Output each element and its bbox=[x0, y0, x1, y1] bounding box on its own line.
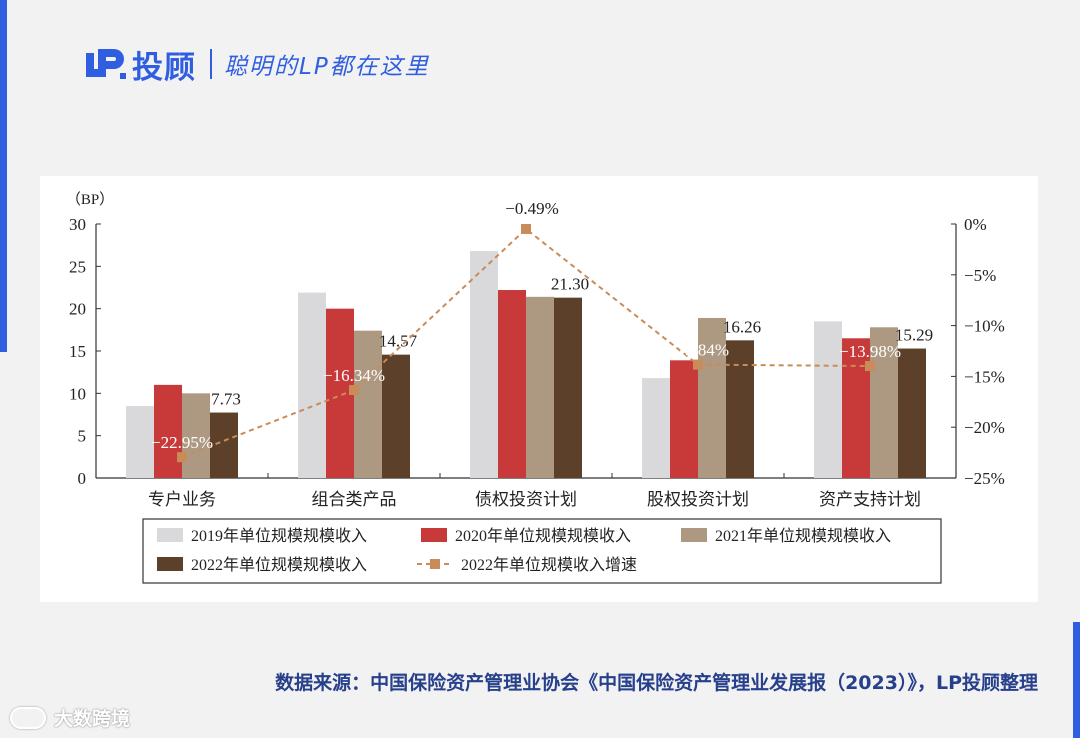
bar-3 bbox=[526, 296, 554, 478]
growth-line-point bbox=[521, 223, 531, 234]
legend-label: 2019年单位规模规模收入 bbox=[191, 527, 367, 545]
bar-4 bbox=[898, 348, 926, 478]
growth-line-point bbox=[349, 385, 359, 396]
watermark-logo-icon bbox=[10, 706, 46, 729]
bar-3 bbox=[354, 330, 382, 478]
bar-3 bbox=[698, 317, 726, 478]
bar-value-label: 15.29 bbox=[895, 326, 933, 345]
bar-value-label: 16.26 bbox=[723, 317, 761, 336]
right-axis-tick-label: −10% bbox=[964, 317, 1005, 336]
legend-swatch bbox=[681, 528, 707, 542]
brand-header: 投顾 聪明的LP都在这里 bbox=[84, 42, 430, 86]
growth-line-point bbox=[177, 452, 187, 463]
growth-line-label: −13.84% bbox=[667, 341, 729, 360]
growth-line-label: −16.34% bbox=[323, 366, 385, 385]
bar-2 bbox=[498, 290, 526, 478]
legend-label: 2022年单位规模规模收入 bbox=[191, 556, 367, 574]
bar-4 bbox=[210, 412, 238, 478]
right-accent-bar bbox=[1073, 622, 1080, 738]
brand-slogan: 聪明的LP都在这里 bbox=[224, 54, 430, 80]
left-axis-unit-label: （BP） bbox=[66, 191, 114, 208]
bar-4 bbox=[726, 340, 754, 478]
left-axis-tick-label: 5 bbox=[78, 427, 87, 446]
bar-1 bbox=[470, 251, 498, 478]
left-axis-tick-label: 0 bbox=[78, 469, 87, 488]
growth-line-point bbox=[865, 361, 875, 372]
bar-value-label: 14.57 bbox=[379, 332, 418, 351]
left-accent-bar bbox=[0, 0, 7, 352]
source-note: 数据来源：中国保险资产管理业协会《中国保险资产管理业发展报（2023）》，LP投… bbox=[275, 672, 1038, 694]
growth-line-label: −0.49% bbox=[505, 199, 559, 218]
legend-label: 2021年单位规模规模收入 bbox=[715, 527, 891, 545]
bar-1 bbox=[298, 292, 326, 478]
brand-name: 投顾 bbox=[132, 49, 196, 86]
legend-label: 2020年单位规模规模收入 bbox=[455, 527, 631, 545]
bar-1 bbox=[126, 406, 154, 478]
watermark: 大数跨境 bbox=[10, 704, 130, 731]
watermark-text: 大数跨境 bbox=[54, 708, 131, 730]
bar-3 bbox=[870, 327, 898, 478]
x-axis-category-label: 股权投资计划 bbox=[647, 490, 749, 510]
x-axis-category-label: 债权投资计划 bbox=[475, 490, 577, 510]
x-axis-category-label: 资产支持计划 bbox=[819, 490, 921, 510]
bar-value-label: 21.30 bbox=[551, 275, 589, 294]
growth-line bbox=[181, 227, 871, 459]
bar-4 bbox=[382, 354, 410, 478]
left-axis-tick-label: 20 bbox=[69, 300, 86, 319]
left-axis-tick-label: 25 bbox=[69, 257, 86, 276]
bar-line-chart: （BP） 0 5 10 15 20 25 30 −25% −20% −15% −10% −5% 0% 专户业… bbox=[66, 191, 1005, 584]
brand-divider bbox=[210, 49, 212, 79]
right-axis-tick-label: −15% bbox=[964, 367, 1005, 386]
bar-2 bbox=[154, 384, 182, 478]
bar-4 bbox=[554, 297, 582, 478]
chart-card: （BP） 0 5 10 15 20 25 30 −25% −20% −15% −10% −5% 0% 专户业… bbox=[40, 176, 1038, 602]
bar-1 bbox=[814, 321, 842, 478]
bar-value-label: 7.73 bbox=[211, 390, 241, 409]
legend-line-marker bbox=[430, 559, 440, 569]
legend-swatch bbox=[157, 557, 183, 571]
left-axis-tick-label: 10 bbox=[69, 384, 86, 403]
x-axis-category-label: 专户业务 bbox=[148, 490, 216, 510]
growth-line-point bbox=[693, 359, 703, 370]
lp-logo-icon bbox=[86, 49, 126, 79]
right-axis-tick-label: −20% bbox=[964, 418, 1005, 437]
growth-line-label: −22.95% bbox=[151, 433, 213, 452]
right-axis-tick-label: 0% bbox=[964, 215, 987, 234]
left-axis-tick-label: 15 bbox=[69, 342, 86, 361]
right-axis-tick-label: −5% bbox=[964, 266, 996, 285]
legend-label: 2022年单位规模收入增速 bbox=[461, 556, 637, 574]
bar-2 bbox=[670, 360, 698, 478]
right-axis-tick-label: −25% bbox=[964, 469, 1005, 488]
growth-line-label: −13.98% bbox=[839, 342, 901, 361]
bar-1 bbox=[642, 378, 670, 478]
x-axis-category-label: 组合类产品 bbox=[312, 490, 397, 510]
legend-swatch bbox=[421, 528, 447, 542]
legend-box bbox=[142, 518, 942, 584]
legend-swatch bbox=[157, 528, 183, 542]
left-axis-tick-label: 30 bbox=[69, 215, 86, 234]
bar-3 bbox=[182, 393, 210, 478]
